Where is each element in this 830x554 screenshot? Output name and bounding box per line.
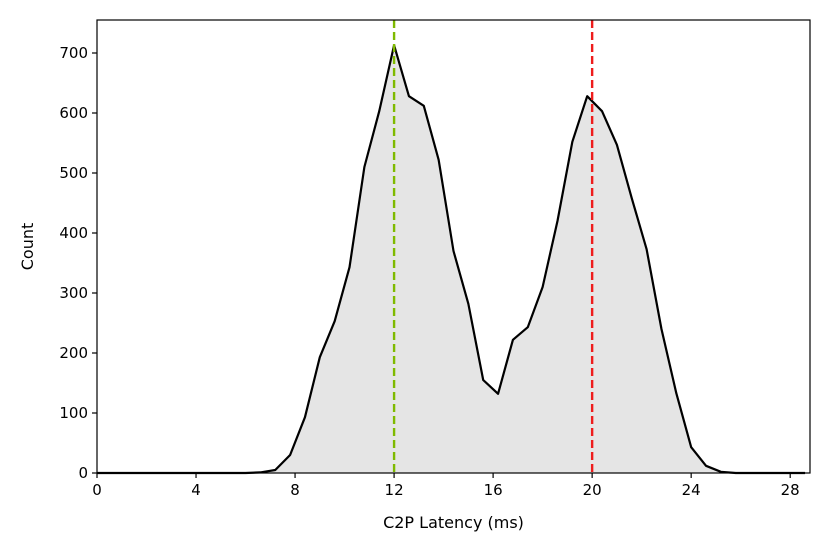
x-tick-label: 12	[385, 481, 404, 499]
x-tick-label: 24	[682, 481, 701, 499]
plot-area	[97, 20, 806, 475]
y-tick-label: 0	[78, 464, 88, 482]
y-axis-label: Count	[18, 223, 37, 271]
y-tick-label: 500	[59, 164, 88, 182]
y-tick-label: 400	[59, 224, 88, 242]
axes: 0 4 8 12 16 20 24 28 0 100 200 300 400 500 600 700	[59, 19, 811, 499]
plot-frame	[96, 19, 811, 474]
x-tick-label: 0	[92, 481, 102, 499]
y-tick-label: 100	[59, 404, 88, 422]
x-tick-label: 28	[781, 481, 800, 499]
x-axis-label: C2P Latency (ms)	[383, 513, 524, 532]
series-area-0	[97, 45, 806, 473]
y-tick-label: 300	[59, 284, 88, 302]
y-tick-label: 200	[59, 344, 88, 362]
x-tick-label: 20	[583, 481, 602, 499]
x-tick-label: 4	[191, 481, 201, 499]
y-tick-label: 700	[59, 44, 88, 62]
x-tick-label: 16	[484, 481, 503, 499]
y-tick-label: 600	[59, 104, 88, 122]
x-tick-label: 8	[290, 481, 300, 499]
